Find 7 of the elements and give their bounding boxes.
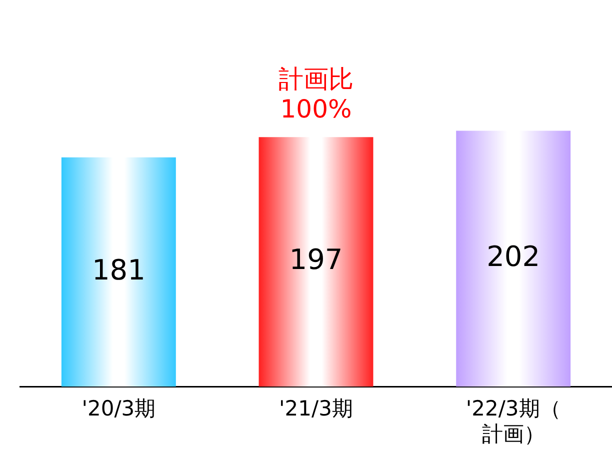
data-label: 202 — [486, 240, 540, 273]
annotation: 計画比 100% — [278, 64, 354, 124]
x-tick-label: '22/3期（計画） — [466, 396, 561, 446]
x-tick-label: '20/3期 — [82, 396, 156, 421]
data-label: 197 — [289, 243, 343, 276]
x-tick-label: '21/3期 — [279, 396, 353, 421]
data-label: 181 — [92, 253, 146, 286]
